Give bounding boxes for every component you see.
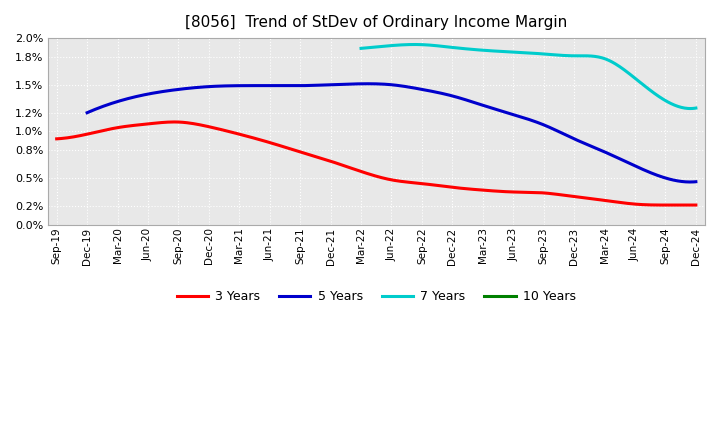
3 Years bbox=[691, 202, 700, 208]
Line: 5 Years: 5 Years bbox=[87, 84, 696, 182]
7 Years bbox=[640, 83, 649, 88]
7 Years bbox=[356, 46, 365, 51]
7 Years bbox=[686, 106, 695, 111]
7 Years bbox=[661, 98, 670, 103]
Title: [8056]  Trend of StDev of Ordinary Income Margin: [8056] Trend of StDev of Ordinary Income… bbox=[185, 15, 567, 30]
Line: 7 Years: 7 Years bbox=[361, 44, 696, 109]
3 Years bbox=[435, 183, 444, 188]
3 Years bbox=[657, 202, 666, 208]
5 Years bbox=[598, 148, 606, 154]
3 Years bbox=[446, 184, 454, 190]
Legend: 3 Years, 5 Years, 7 Years, 10 Years: 3 Years, 5 Years, 7 Years, 10 Years bbox=[171, 285, 581, 308]
7 Years bbox=[691, 106, 700, 111]
5 Years bbox=[83, 110, 91, 115]
3 Years bbox=[170, 119, 179, 125]
5 Years bbox=[447, 93, 456, 99]
Line: 3 Years: 3 Years bbox=[57, 122, 696, 205]
5 Years bbox=[457, 96, 466, 101]
3 Years bbox=[593, 197, 602, 202]
5 Years bbox=[445, 92, 454, 98]
5 Years bbox=[364, 81, 372, 86]
5 Years bbox=[85, 109, 94, 114]
7 Years bbox=[557, 53, 566, 58]
7 Years bbox=[563, 53, 572, 58]
5 Years bbox=[636, 166, 645, 171]
5 Years bbox=[685, 180, 694, 185]
7 Years bbox=[556, 53, 564, 58]
3 Years bbox=[55, 136, 63, 141]
3 Years bbox=[634, 202, 642, 207]
7 Years bbox=[358, 46, 366, 51]
7 Years bbox=[410, 42, 419, 47]
5 Years bbox=[691, 179, 700, 184]
3 Years bbox=[53, 136, 61, 142]
3 Years bbox=[433, 183, 441, 188]
